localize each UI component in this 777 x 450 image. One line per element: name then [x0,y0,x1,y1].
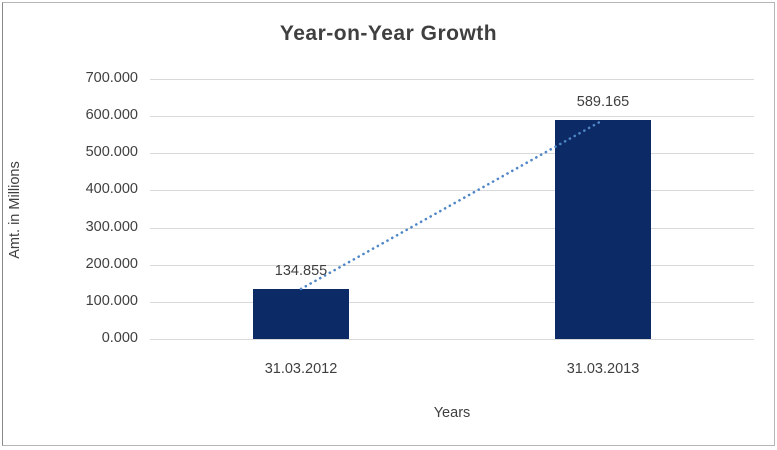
y-axis-title: Amt. in Millions [7,161,23,259]
bar [253,288,349,339]
x-axis-title: Years [433,405,471,421]
gridline [150,153,754,155]
trendline [299,118,605,291]
plot-area: 700.000 600.000 500.000 400.000 300.000 200.0… [86,70,754,421]
y-tick-label: 200.000 [85,255,138,272]
x-tick-label: 31.03.2012 [264,361,338,377]
y-tick-label: 700.000 [85,70,138,86]
y-tick-label: 500.000 [85,144,138,161]
y-tick-label: 600.000 [85,107,138,124]
gridline [150,116,754,118]
y-tick-label: 400.000 [85,181,138,198]
gridline [150,264,754,266]
x-tick-label: 31.03.2013 [566,361,640,377]
gridline [150,301,754,303]
bar-value-label: 134.855 [274,262,328,279]
y-tick-label: 100.000 [85,292,138,309]
chart-title: Year-on-Year Growth [279,22,498,45]
y-tick-label: 300.000 [85,218,138,235]
gridline [150,339,754,340]
gridline [150,227,754,229]
gridline [150,79,754,80]
bar [555,120,651,339]
bar-value-label: 589.165 [576,94,630,111]
y-tick-label: 0.000 [101,330,138,346]
trendline-path [299,118,605,291]
gridline [150,190,754,192]
